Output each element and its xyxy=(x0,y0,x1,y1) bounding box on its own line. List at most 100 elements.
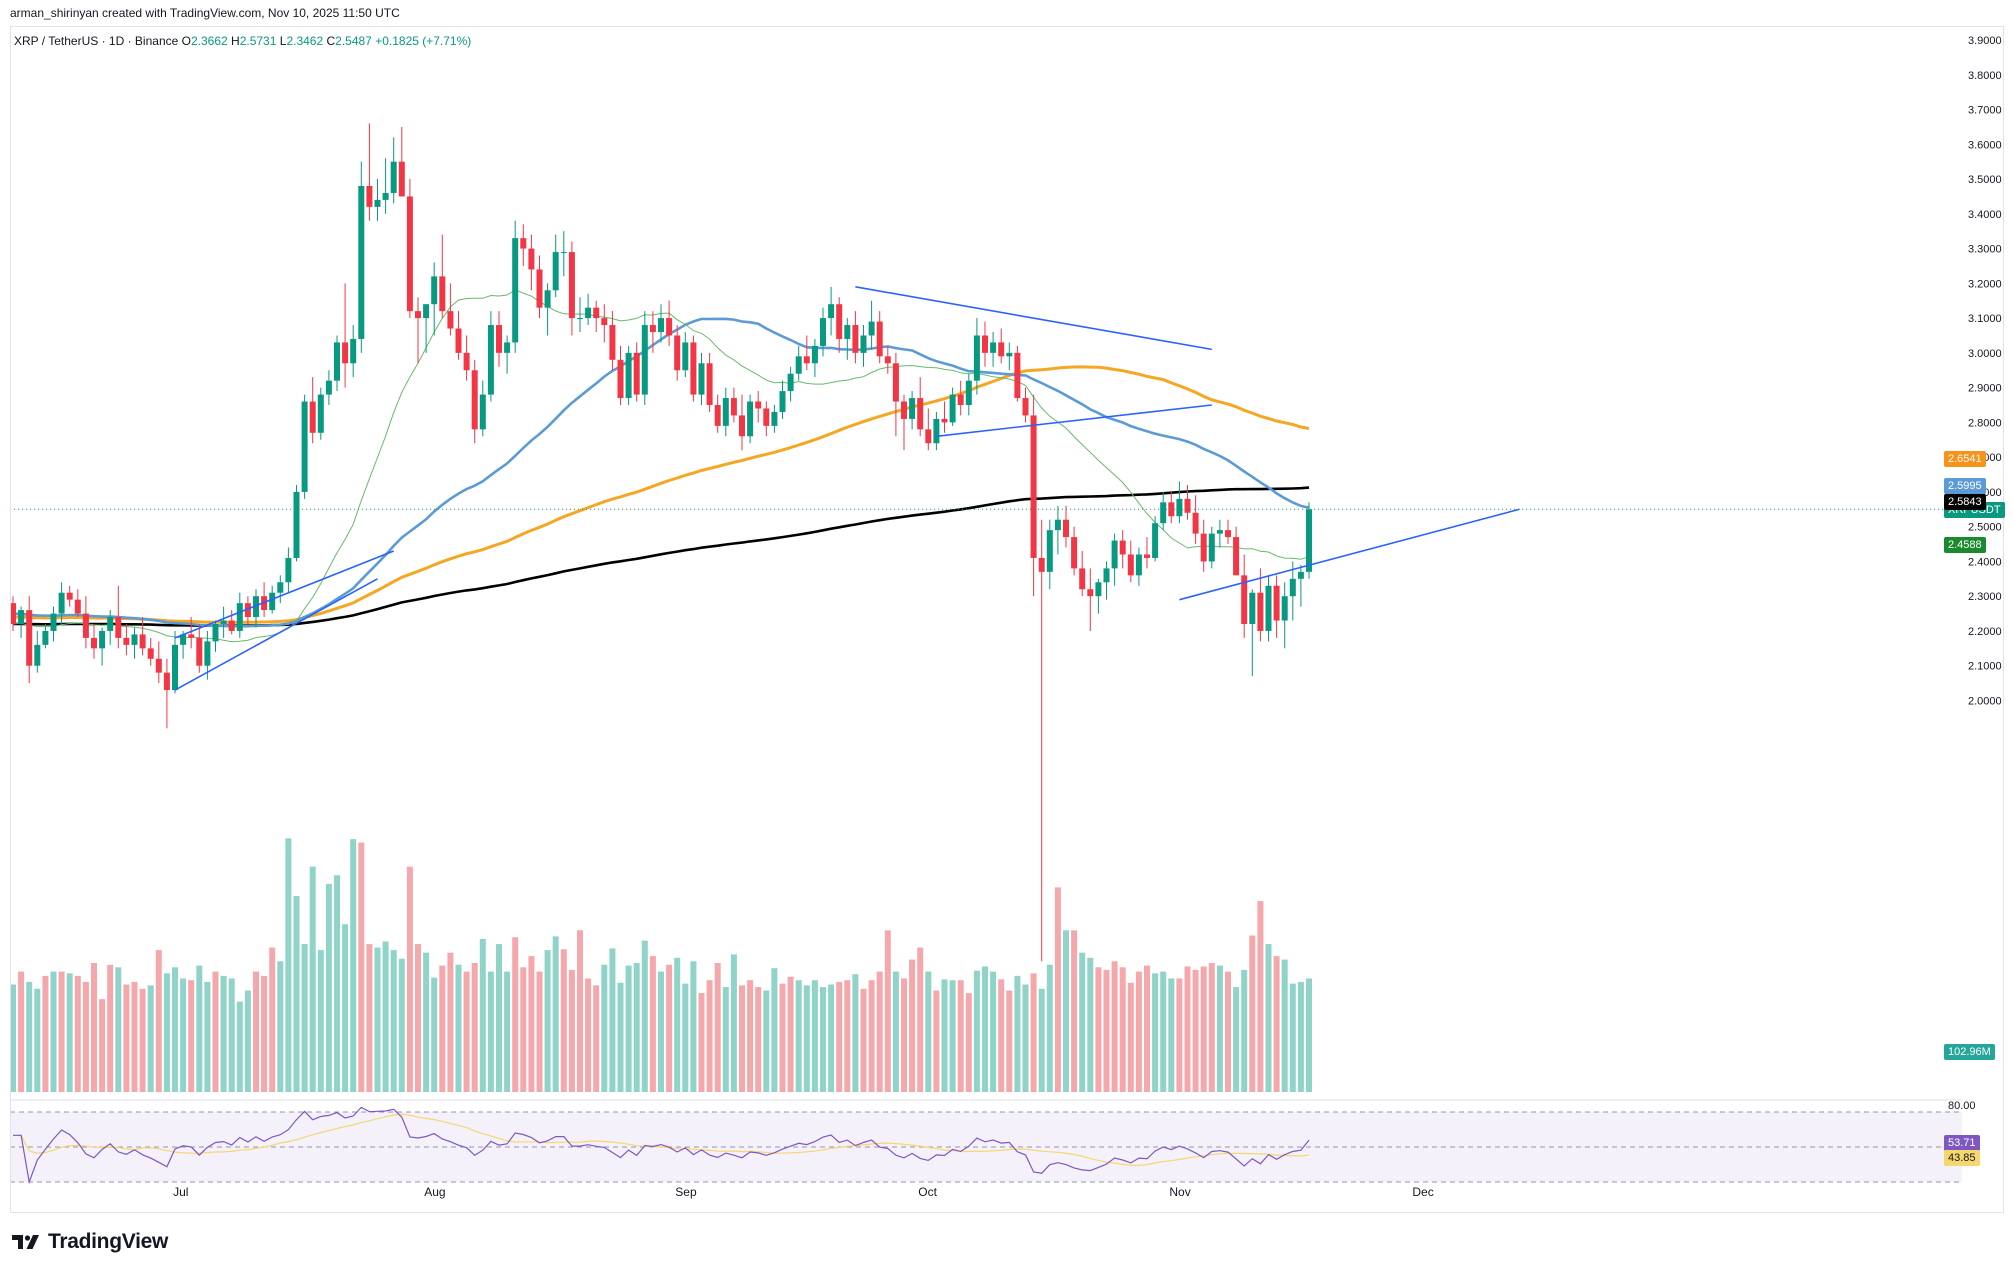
candle-body[interactable] xyxy=(941,418,948,423)
candle-body[interactable] xyxy=(1225,530,1231,538)
candle-body[interactable] xyxy=(1006,352,1013,357)
candle-body[interactable] xyxy=(722,398,729,426)
symbol-title[interactable]: XRP / TetherUS · 1D · Binance xyxy=(14,34,179,48)
candle-body[interactable] xyxy=(1054,519,1061,531)
candle-body[interactable] xyxy=(820,318,826,346)
candle-body[interactable] xyxy=(463,352,470,371)
candle-body[interactable] xyxy=(682,342,689,371)
tradingview-brand[interactable]: TradingView xyxy=(12,1230,168,1254)
candle-body[interactable] xyxy=(415,311,421,319)
candle-body[interactable] xyxy=(909,398,916,419)
candle-body[interactable] xyxy=(342,342,349,364)
candle-body[interactable] xyxy=(844,325,851,339)
candle-body[interactable] xyxy=(949,394,956,423)
candle-body[interactable] xyxy=(649,325,656,332)
trendline[interactable] xyxy=(936,404,1212,438)
candle-body[interactable] xyxy=(172,644,178,691)
candle-body[interactable] xyxy=(334,342,340,381)
candle-body[interactable] xyxy=(1030,415,1037,558)
candle-body[interactable] xyxy=(884,356,891,364)
candle-body[interactable] xyxy=(1265,585,1272,631)
candle-body[interactable] xyxy=(892,363,899,402)
candle-body[interactable] xyxy=(301,401,308,492)
candle-body[interactable] xyxy=(577,318,583,320)
candle-body[interactable] xyxy=(811,345,818,364)
candle-body[interactable] xyxy=(406,196,413,312)
candle-body[interactable] xyxy=(1200,533,1207,562)
candle-body[interactable] xyxy=(868,321,875,336)
candle-body[interactable] xyxy=(998,342,1005,357)
candle-body[interactable] xyxy=(496,325,502,353)
candle-body[interactable] xyxy=(828,304,835,319)
candle-body[interactable] xyxy=(471,370,478,430)
candle-body[interactable] xyxy=(1111,540,1118,569)
candle-body[interactable] xyxy=(147,648,154,659)
candle-body[interactable] xyxy=(512,238,519,343)
candle-body[interactable] xyxy=(763,408,770,426)
candle-body[interactable] xyxy=(787,373,794,392)
candle-body[interactable] xyxy=(1079,568,1086,590)
candle-body[interactable] xyxy=(99,630,106,649)
candle-body[interactable] xyxy=(139,634,146,649)
candle-body[interactable] xyxy=(66,592,73,600)
candle-body[interactable] xyxy=(1168,502,1175,517)
candle-body[interactable] xyxy=(1192,512,1199,534)
candle-body[interactable] xyxy=(779,391,786,412)
candle-body[interactable] xyxy=(34,644,41,666)
candle-body[interactable] xyxy=(901,401,907,419)
candle-body[interactable] xyxy=(390,161,397,193)
candle-body[interactable] xyxy=(1135,554,1142,576)
candle-body[interactable] xyxy=(1022,398,1029,416)
candle-body[interactable] xyxy=(1249,592,1256,624)
candle-body[interactable] xyxy=(803,356,810,364)
candle-body[interactable] xyxy=(82,613,89,638)
candle-body[interactable] xyxy=(253,596,259,618)
candle-body[interactable] xyxy=(852,325,859,353)
candle-body[interactable] xyxy=(115,617,122,638)
candle-body[interactable] xyxy=(965,380,972,405)
candle-body[interactable] xyxy=(220,620,227,624)
candle-body[interactable] xyxy=(1038,557,1045,572)
candle-body[interactable] xyxy=(585,307,592,319)
candle-body[interactable] xyxy=(293,491,300,558)
candle-body[interactable] xyxy=(747,401,754,437)
candle-body[interactable] xyxy=(641,325,648,395)
candle-body[interactable] xyxy=(836,304,843,339)
candle-body[interactable] xyxy=(26,610,33,666)
candle-body[interactable] xyxy=(382,192,389,200)
candle-body[interactable] xyxy=(1046,530,1053,572)
candle-body[interactable] xyxy=(487,325,494,395)
candle-body[interactable] xyxy=(552,252,559,291)
candle-body[interactable] xyxy=(982,335,988,353)
candle-body[interactable] xyxy=(269,592,276,611)
candle-body[interactable] xyxy=(755,401,762,409)
candle-body[interactable] xyxy=(163,672,170,691)
candle-body[interactable] xyxy=(309,401,316,433)
candle-body[interactable] xyxy=(520,238,527,249)
candle-body[interactable] xyxy=(536,269,543,308)
candle-body[interactable] xyxy=(455,328,462,353)
candle-body[interactable] xyxy=(1208,533,1215,562)
candle-body[interactable] xyxy=(358,186,365,339)
candle-body[interactable] xyxy=(601,318,608,326)
candle-body[interactable] xyxy=(1152,523,1159,558)
candle-body[interactable] xyxy=(706,363,713,405)
candle-body[interactable] xyxy=(431,276,438,305)
candle-body[interactable] xyxy=(180,634,187,645)
candle-body[interactable] xyxy=(1103,568,1110,583)
candle-body[interactable] xyxy=(617,359,624,399)
candle-body[interactable] xyxy=(1257,592,1264,631)
candle-body[interactable] xyxy=(58,592,65,614)
candle-body[interactable] xyxy=(317,394,324,433)
candle-body[interactable] xyxy=(398,161,405,197)
candle-body[interactable] xyxy=(439,276,446,312)
candle-body[interactable] xyxy=(212,624,219,642)
candle-body[interactable] xyxy=(1273,585,1280,621)
candle-body[interactable] xyxy=(18,610,25,624)
candle-body[interactable] xyxy=(933,418,940,444)
candle-body[interactable] xyxy=(1184,498,1191,513)
candle-body[interactable] xyxy=(1216,530,1223,534)
candle-body[interactable] xyxy=(1095,582,1102,597)
candle-body[interactable] xyxy=(730,398,737,416)
